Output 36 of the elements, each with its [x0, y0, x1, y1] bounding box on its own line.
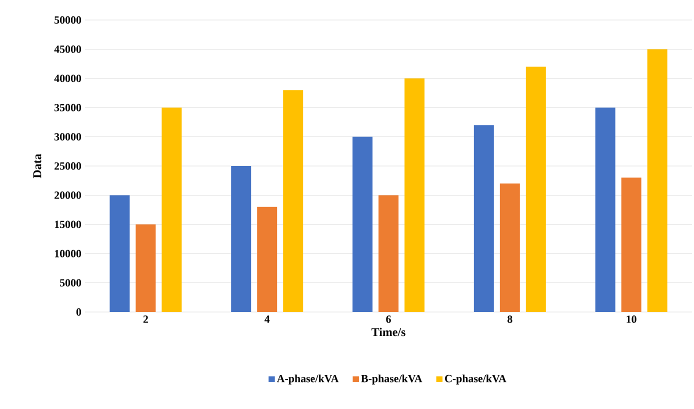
- y-tick-label: 40000: [54, 74, 82, 82]
- x-tick-label: 2: [143, 316, 148, 323]
- legend-label: A-phase/kVA: [276, 374, 339, 385]
- y-tick-label: 20000: [54, 192, 82, 199]
- bar: [621, 178, 642, 312]
- bar: [283, 90, 304, 312]
- bar: [647, 49, 668, 312]
- y-tick-label: 0: [76, 308, 82, 316]
- x-axis-title: Time/s: [372, 328, 406, 336]
- x-tick-label: 4: [264, 316, 270, 323]
- bar: [526, 66, 546, 312]
- bar: [231, 166, 252, 312]
- x-tick-label: 10: [626, 316, 636, 323]
- bar: [257, 206, 278, 312]
- y-tick-label: 10000: [54, 250, 82, 258]
- y-tick-label: 25000: [54, 162, 82, 170]
- bar: [378, 195, 399, 312]
- x-tick-label: 6: [386, 316, 391, 323]
- y-axis-title: Data: [33, 154, 42, 178]
- y-tick-label: 15000: [54, 220, 82, 228]
- bar: [136, 224, 156, 312]
- legend-label: B-phase/kVA: [361, 374, 422, 385]
- x-tick-label: 8: [508, 316, 512, 323]
- bar: [110, 195, 130, 312]
- y-tick-label: 45000: [54, 46, 82, 53]
- bar: [474, 125, 494, 312]
- bar: [404, 78, 425, 312]
- bar: [352, 136, 373, 312]
- bar: [162, 108, 182, 312]
- bar: [500, 184, 520, 312]
- y-tick-label: 30000: [54, 133, 82, 140]
- y-tick-label: 50000: [54, 16, 82, 24]
- bar: [595, 108, 616, 312]
- y-tick-label: 5000: [60, 279, 82, 286]
- legend-label: C-phase/kVA: [445, 374, 506, 385]
- y-tick-label: 35000: [54, 104, 82, 112]
